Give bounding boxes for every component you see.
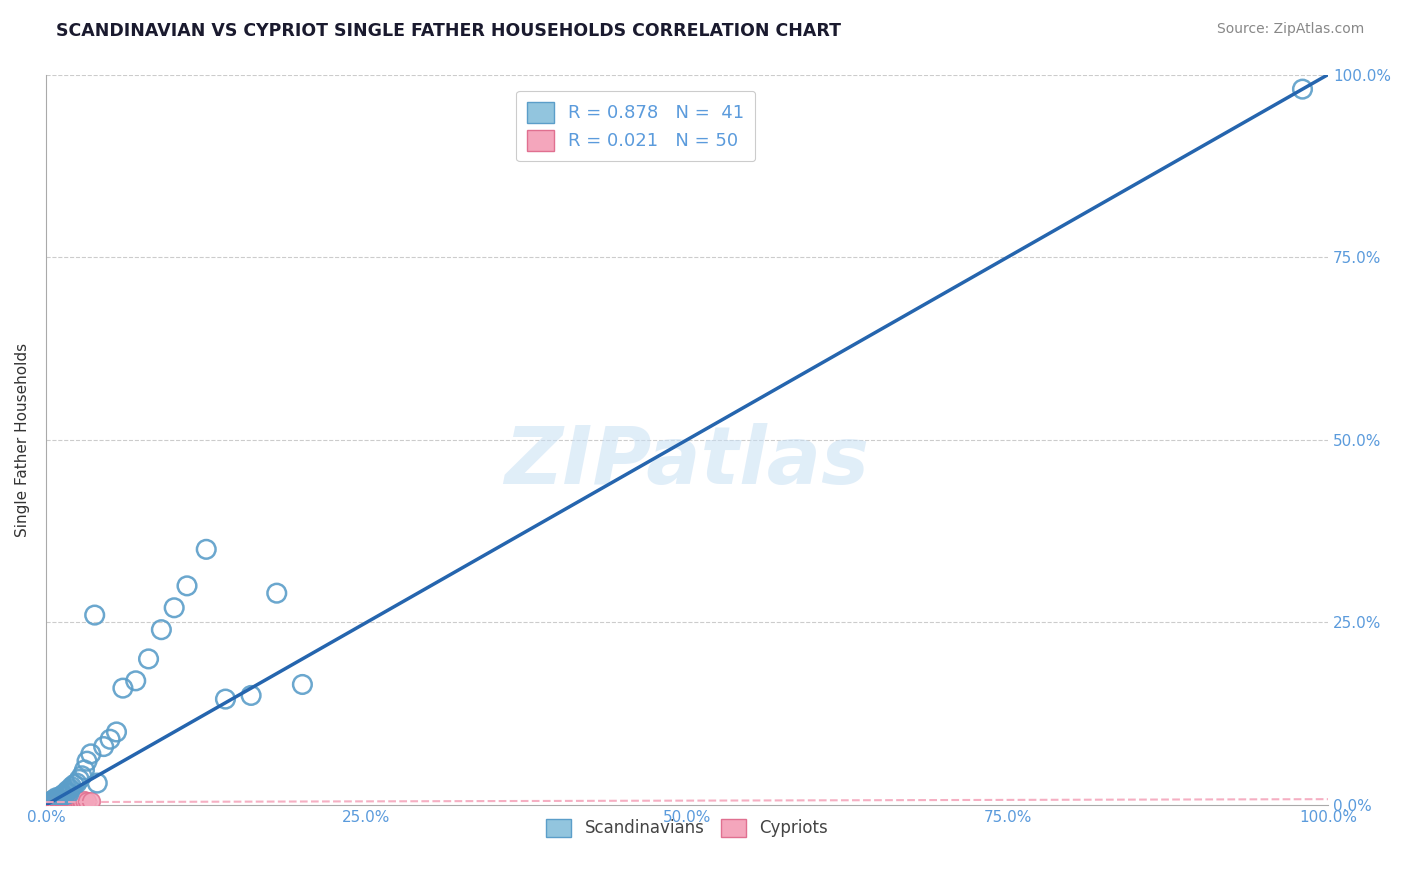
Point bbox=[63, 778, 86, 792]
Point bbox=[70, 769, 93, 783]
Point bbox=[45, 790, 67, 805]
Point bbox=[51, 795, 73, 809]
Point bbox=[52, 794, 75, 808]
Point bbox=[52, 793, 75, 807]
Point bbox=[138, 652, 160, 666]
Point bbox=[76, 754, 98, 768]
Point bbox=[45, 793, 67, 807]
Point bbox=[52, 794, 75, 808]
Point bbox=[60, 795, 83, 809]
Text: SCANDINAVIAN VS CYPRIOT SINGLE FATHER HOUSEHOLDS CORRELATION CHART: SCANDINAVIAN VS CYPRIOT SINGLE FATHER HO… bbox=[56, 22, 841, 40]
Point bbox=[76, 794, 98, 808]
Text: Source: ZipAtlas.com: Source: ZipAtlas.com bbox=[1216, 22, 1364, 37]
Point bbox=[39, 794, 62, 808]
Point bbox=[38, 795, 60, 809]
Point bbox=[73, 763, 96, 777]
Point bbox=[66, 795, 89, 809]
Point bbox=[69, 794, 91, 808]
Point bbox=[41, 795, 63, 809]
Point bbox=[66, 793, 89, 807]
Point bbox=[48, 793, 70, 807]
Point bbox=[55, 785, 77, 799]
Point bbox=[163, 600, 186, 615]
Point bbox=[195, 542, 218, 557]
Point bbox=[62, 792, 84, 806]
Point bbox=[42, 794, 65, 808]
Point bbox=[67, 794, 90, 808]
Point bbox=[67, 772, 90, 787]
Point bbox=[46, 791, 69, 805]
Point bbox=[80, 794, 103, 808]
Point bbox=[105, 725, 128, 739]
Point bbox=[59, 794, 82, 808]
Point bbox=[65, 794, 87, 808]
Point bbox=[51, 792, 73, 806]
Point bbox=[266, 586, 288, 600]
Point bbox=[52, 795, 75, 809]
Point bbox=[240, 689, 263, 703]
Point bbox=[60, 794, 83, 808]
Point bbox=[63, 793, 86, 807]
Point bbox=[59, 781, 82, 796]
Point bbox=[86, 776, 108, 790]
Point bbox=[56, 794, 79, 808]
Point bbox=[56, 783, 79, 797]
Point bbox=[42, 792, 65, 806]
Point bbox=[52, 789, 75, 803]
Point bbox=[53, 792, 76, 806]
Point bbox=[58, 792, 80, 806]
Point bbox=[49, 794, 72, 808]
Point bbox=[111, 681, 134, 695]
Point bbox=[176, 579, 198, 593]
Point bbox=[62, 794, 84, 808]
Point bbox=[58, 786, 80, 800]
Y-axis label: Single Father Households: Single Father Households bbox=[15, 343, 30, 537]
Point bbox=[73, 793, 96, 807]
Point bbox=[41, 794, 63, 808]
Point bbox=[70, 795, 93, 809]
Point bbox=[46, 794, 69, 808]
Point bbox=[49, 794, 72, 808]
Point bbox=[53, 794, 76, 808]
Point bbox=[44, 795, 66, 809]
Point bbox=[45, 795, 67, 809]
Point bbox=[49, 790, 72, 805]
Point bbox=[66, 776, 89, 790]
Point bbox=[80, 747, 103, 761]
Point bbox=[291, 677, 314, 691]
Point bbox=[53, 787, 76, 801]
Point bbox=[55, 795, 77, 809]
Point bbox=[214, 692, 236, 706]
Point bbox=[48, 792, 70, 806]
Point bbox=[56, 794, 79, 808]
Point bbox=[44, 792, 66, 806]
Point bbox=[55, 793, 77, 807]
Point bbox=[93, 739, 115, 754]
Legend: Scandinavians, Cypriots: Scandinavians, Cypriots bbox=[540, 812, 835, 844]
Point bbox=[59, 793, 82, 807]
Point bbox=[58, 795, 80, 809]
Point bbox=[51, 789, 73, 804]
Point bbox=[48, 795, 70, 809]
Point bbox=[98, 732, 121, 747]
Point bbox=[83, 608, 105, 623]
Point bbox=[63, 795, 86, 809]
Point bbox=[125, 673, 148, 688]
Point bbox=[1291, 82, 1313, 96]
Point bbox=[150, 623, 173, 637]
Point bbox=[38, 795, 60, 809]
Point bbox=[42, 793, 65, 807]
Point bbox=[39, 796, 62, 810]
Text: ZIPatlas: ZIPatlas bbox=[505, 423, 869, 500]
Point bbox=[44, 794, 66, 808]
Point bbox=[60, 780, 83, 794]
Point bbox=[52, 788, 75, 802]
Point bbox=[38, 794, 60, 808]
Point bbox=[41, 793, 63, 807]
Point bbox=[46, 792, 69, 806]
Point bbox=[65, 794, 87, 808]
